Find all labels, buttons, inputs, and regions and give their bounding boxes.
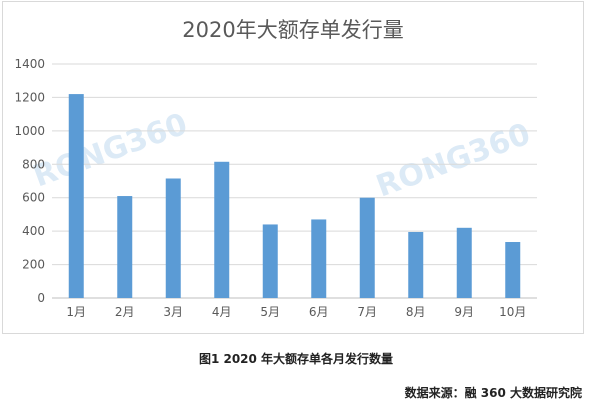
bar (408, 231, 424, 298)
bar (456, 227, 472, 298)
y-tick-label: 1000 (14, 124, 45, 138)
figure-caption: 图1 2020 年大额存单各月发行数量 (198, 352, 394, 366)
x-tick-label: 7月 (357, 305, 377, 319)
bar (262, 224, 278, 298)
x-tick-label: 10月 (499, 305, 526, 319)
chart-title: 2020年大额存单发行量 (182, 18, 404, 42)
bar (359, 197, 375, 298)
bar (165, 178, 181, 298)
y-tick-label: 400 (22, 224, 45, 238)
y-tick-label: 800 (22, 157, 45, 171)
y-tick-label: 200 (22, 258, 45, 272)
bar (505, 242, 521, 298)
y-tick-label: 0 (37, 291, 45, 305)
x-tick-label: 9月 (454, 305, 474, 319)
bar (214, 161, 230, 298)
x-tick-label: 8月 (406, 305, 426, 319)
x-tick-label: 6月 (309, 305, 329, 319)
bar (117, 196, 133, 298)
x-tick-label: 2月 (115, 305, 135, 319)
bar (68, 94, 84, 298)
x-tick-label: 5月 (260, 305, 280, 319)
data-source-note: 数据来源：融 360 大数据研究院 (404, 386, 582, 400)
y-tick-label: 1200 (14, 90, 45, 104)
chart-frame: 2020年大额存单发行量 RONG360 RONG360 0 200 400 600 800… (2, 1, 584, 334)
watermark-right: RONG360 (372, 117, 535, 205)
bar-chart: RONG360 RONG36002004006008001000120014001… (14, 57, 537, 319)
x-tick-label: 1月 (66, 305, 86, 319)
y-tick-label: 600 (22, 191, 45, 205)
x-tick-label: 4月 (212, 305, 232, 319)
x-tick-label: 3月 (163, 305, 183, 319)
bar (311, 219, 327, 298)
y-tick-label: 1400 (14, 57, 45, 71)
